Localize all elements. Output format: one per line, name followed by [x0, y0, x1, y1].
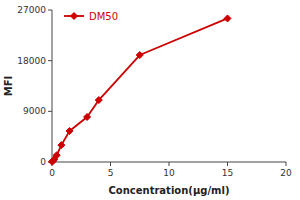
x-tick	[227, 162, 228, 166]
y-axis-label: MFI	[3, 76, 14, 97]
point	[84, 113, 91, 120]
legend: DM50	[64, 11, 118, 22]
legend-label: DM50	[89, 11, 118, 22]
y-tick-label: 27000	[17, 5, 46, 15]
x-tick-label: 20	[280, 168, 292, 178]
y-tick	[48, 60, 52, 61]
x-tick	[110, 162, 111, 166]
legend-marker	[71, 13, 78, 20]
x-tick	[286, 162, 287, 166]
plot-area	[49, 15, 232, 165]
point	[66, 128, 73, 135]
chart: 0 5 10 15 20 0 9000 18000 27000 Concentration(μg/…	[0, 0, 300, 200]
point	[224, 15, 231, 22]
y-tick	[48, 10, 52, 11]
y-axis	[52, 10, 53, 162]
point	[58, 142, 65, 149]
line	[52, 18, 228, 161]
point	[53, 152, 60, 159]
y-tick-label: 18000	[17, 56, 46, 66]
x-tick-label: 0	[49, 168, 55, 178]
x-tick-label: 10	[163, 168, 175, 178]
x-tick-label: 5	[108, 168, 114, 178]
y-tick	[48, 111, 52, 112]
y-tick-label: 0	[40, 157, 46, 167]
x-tick-label: 15	[222, 168, 233, 178]
y-tick-label: 9000	[23, 106, 46, 116]
point	[136, 52, 143, 59]
x-tick	[169, 162, 170, 166]
x-axis-label: Concentration(μg/ml)	[109, 185, 230, 196]
point	[95, 97, 102, 104]
